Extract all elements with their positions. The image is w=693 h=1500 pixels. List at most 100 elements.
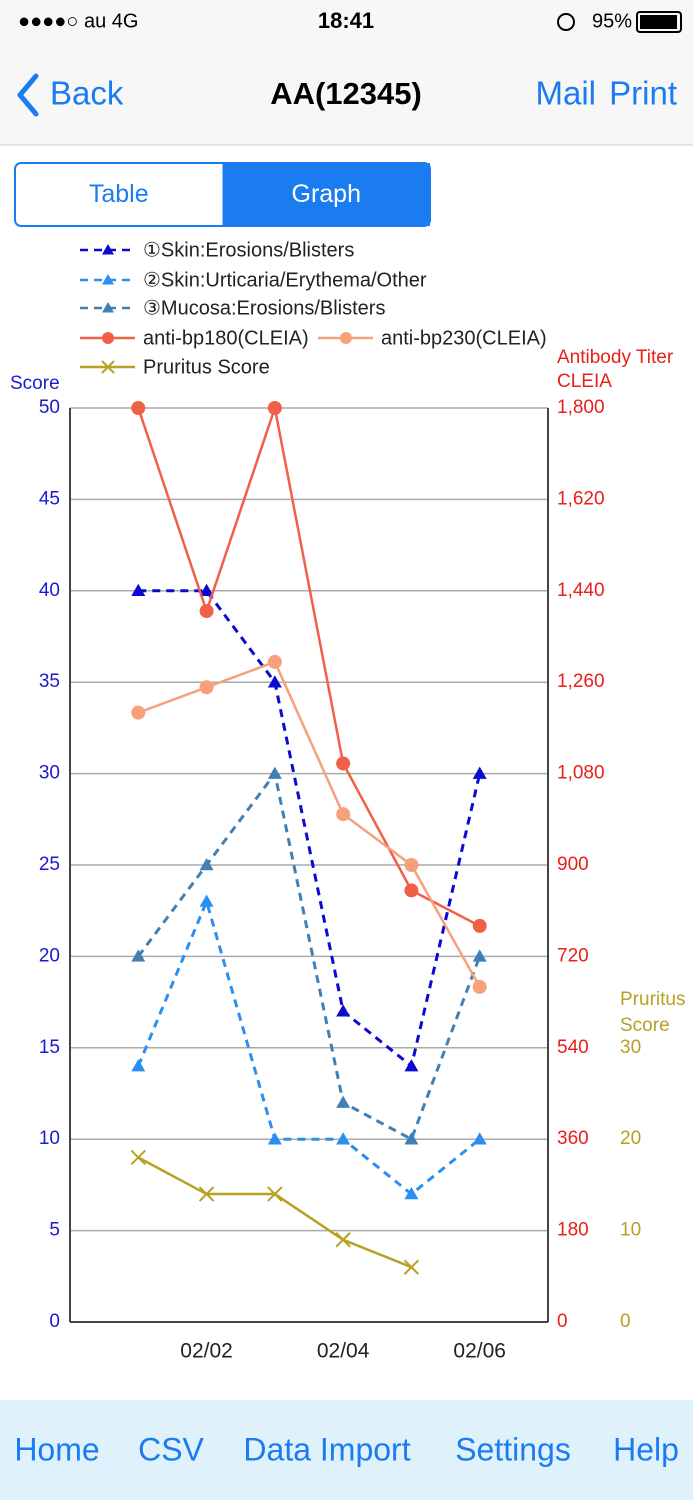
y-tick-label: 40: [39, 580, 60, 601]
nav-title: AA(12345): [270, 76, 422, 111]
marker-circle: [336, 756, 351, 771]
marker-triangle: [267, 675, 282, 688]
y3-axis-title: Score: [620, 1015, 670, 1036]
back-button[interactable]: Back: [50, 75, 124, 112]
series-line: [137, 403, 481, 928]
y-tick-label: 30: [39, 763, 60, 784]
tab-bar: Home CSV Data Import Settings Help: [14, 1431, 679, 1467]
y2-tick-label: 1,440: [557, 580, 605, 601]
battery-fill: [640, 15, 677, 29]
marker-triangle: [131, 949, 146, 962]
chart: 0 5 10 15 20 25 30 35 40 45 50 0 180 360 540 720 900 1,08…: [10, 239, 685, 1362]
marker-circle: [102, 332, 114, 344]
series-line: [137, 660, 481, 988]
marker-triangle: [336, 1004, 351, 1017]
y3-axis-title: Pruritus: [620, 989, 685, 1010]
y2-tick-label: 1,800: [557, 397, 605, 418]
marker-circle: [472, 979, 487, 994]
segment-selected: [222, 163, 430, 226]
y-tick-label: 25: [39, 854, 60, 875]
tab-bar-bg: [0, 1400, 693, 1500]
battery-icon: [636, 11, 682, 33]
marker-circle: [131, 705, 146, 720]
legend-label: Pruritus Score: [143, 356, 270, 378]
time: 18:41: [318, 8, 374, 33]
series-line: [137, 770, 482, 1142]
marker-triangle: [336, 1095, 351, 1108]
y2-tick-label: 1,080: [557, 763, 605, 784]
marker-triangle: [199, 583, 214, 597]
marker-triangle: [199, 858, 214, 871]
y3-tick-label: 0: [620, 1311, 631, 1332]
y2-axis-title: CLEIA: [557, 371, 612, 392]
header-bg: [0, 0, 693, 145]
mail-button[interactable]: Mail: [535, 75, 596, 112]
marker-triangle: [404, 1187, 419, 1200]
y-tick-label: 45: [39, 488, 60, 509]
series-line: [136, 897, 481, 1196]
y-tick-label: 50: [39, 397, 60, 418]
print-button[interactable]: Print: [609, 75, 677, 112]
marker-circle: [267, 654, 282, 669]
legend-label: ③Mucosa:Erosions/Blisters: [143, 297, 385, 319]
segmented-control: Table Graph: [14, 162, 431, 227]
y-tick-label: 20: [39, 945, 60, 966]
marker-triangle: [102, 302, 114, 313]
series-line: [138, 589, 482, 1069]
marker-triangle: [102, 274, 114, 285]
marker-triangle: [102, 244, 114, 255]
y2-tick-label: 720: [557, 945, 589, 966]
x-tick-label: 02/06: [453, 1340, 506, 1363]
legend-label: anti-bp230(CLEIA): [381, 327, 547, 349]
y2-axis-title: Antibody Titer: [557, 347, 674, 368]
tab-item[interactable]: Settings: [455, 1431, 571, 1467]
marker-circle: [267, 401, 282, 415]
segment-0[interactable]: Table: [89, 180, 149, 208]
marker-circle: [404, 883, 419, 898]
marker-x: [198, 1186, 215, 1202]
y2-tick-label: 180: [557, 1220, 589, 1241]
y3-tick-label: 30: [620, 1037, 641, 1058]
tab-item[interactable]: CSV: [138, 1431, 204, 1467]
tab-item[interactable]: Home: [14, 1431, 99, 1467]
marker-triangle: [472, 949, 487, 962]
back-chevron[interactable]: [17, 73, 39, 117]
marker-x: [267, 1186, 283, 1202]
marker-triangle: [336, 1132, 351, 1145]
lock-icon: [557, 13, 575, 31]
y2-tick-label: 0: [557, 1311, 568, 1332]
tab-item[interactable]: Help: [613, 1431, 679, 1467]
marker-circle: [131, 401, 146, 415]
tab-item[interactable]: Data Import: [243, 1431, 410, 1467]
y-tick-label: 15: [39, 1037, 60, 1058]
legend-label: ②Skin:Urticaria/Erythema/Other: [143, 269, 427, 291]
marker-triangle: [404, 1059, 419, 1072]
y2-tick-label: 1,260: [557, 671, 605, 692]
marker-x: [335, 1232, 351, 1248]
marker-triangle: [267, 1132, 282, 1145]
marker-triangle: [472, 1132, 487, 1145]
y2-tick-label: 540: [557, 1037, 589, 1058]
marker-circle: [340, 332, 352, 344]
y2-tick-label: 900: [557, 854, 589, 875]
y3-tick-label: 20: [620, 1128, 641, 1149]
marker-triangle: [131, 1059, 146, 1072]
legend-label: ①Skin:Erosions/Blisters: [143, 239, 354, 261]
marker-circle: [404, 858, 419, 872]
y-tick-label: 0: [49, 1311, 60, 1332]
marker-triangle: [472, 766, 487, 779]
marker-circle: [199, 680, 214, 695]
carrier: ●●●●○ au 4G: [18, 10, 138, 32]
y2-tick-label: 360: [557, 1128, 589, 1149]
y2-tick-label: 1,620: [557, 488, 605, 509]
series-line: [137, 1156, 412, 1269]
segment-1[interactable]: Graph: [292, 180, 361, 208]
marker-circle: [199, 604, 214, 619]
marker-x: [130, 1149, 146, 1166]
marker-x: [101, 360, 115, 374]
battery-text: 95%: [592, 10, 632, 32]
marker-triangle: [131, 583, 146, 597]
x-tick-label: 02/04: [317, 1340, 370, 1363]
